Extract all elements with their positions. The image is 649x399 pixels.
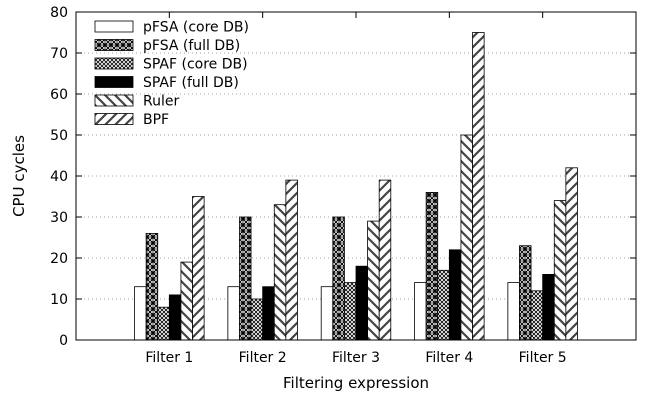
y-tick-label: 50	[50, 128, 68, 144]
x-tick-label: Filter 1	[145, 350, 193, 366]
bar	[134, 286, 147, 341]
x-axis-label: Filtering expression	[283, 374, 429, 392]
bar	[553, 200, 567, 341]
bar	[227, 286, 240, 341]
y-tick-label: 70	[50, 46, 68, 62]
bar	[157, 306, 170, 341]
legend-swatch	[94, 39, 134, 51]
x-tick-label: Filter 4	[425, 350, 473, 366]
bar	[145, 232, 159, 341]
bar	[460, 134, 473, 341]
legend-label: SPAF (full DB)	[143, 75, 239, 91]
x-tick-label: Filter 5	[519, 350, 567, 366]
legend-swatch	[94, 57, 134, 70]
bars	[134, 32, 578, 341]
bar	[168, 294, 182, 341]
bar	[273, 204, 287, 341]
bar	[239, 216, 252, 341]
legend-swatch	[94, 20, 134, 33]
bar	[565, 167, 578, 341]
bar	[448, 249, 462, 341]
legend-label: Ruler	[143, 94, 179, 110]
x-tick-label: Filter 2	[239, 350, 287, 366]
bar	[425, 191, 439, 341]
y-tick-label: 40	[50, 169, 68, 185]
bar	[530, 290, 544, 341]
bar	[180, 261, 193, 341]
bar	[437, 269, 450, 341]
bar	[367, 220, 380, 341]
bar	[332, 216, 345, 341]
y-tick-label: 30	[50, 210, 68, 226]
legend: pFSA (core DB) pFSA (full DB) SPAF (core D…	[94, 20, 249, 128]
bar	[472, 32, 485, 341]
bar	[285, 179, 298, 341]
bar	[378, 179, 392, 341]
bar	[519, 245, 532, 341]
legend-label: SPAF (core DB)	[143, 57, 248, 73]
legend-label: pFSA (full DB)	[143, 38, 240, 54]
y-tick-label: 60	[50, 87, 68, 103]
legend-swatch	[94, 113, 134, 125]
bar	[250, 298, 264, 341]
bar	[507, 282, 520, 341]
legend-swatch	[94, 76, 134, 88]
bar	[192, 196, 205, 341]
bar	[262, 286, 275, 341]
bar	[343, 282, 357, 341]
bar	[414, 282, 427, 341]
bar	[542, 273, 555, 341]
y-tick-label: 10	[50, 292, 68, 308]
y-axis-label: CPU cycles	[10, 135, 28, 217]
axis-ticks: 0 10 20 30 40 50 60 70 80 Filter 1 Filter 2 Filter …	[50, 5, 636, 366]
bar	[355, 265, 369, 341]
y-tick-label: 0	[59, 333, 68, 349]
bar	[320, 286, 334, 341]
legend-swatch	[94, 94, 134, 107]
legend-label: BPF	[143, 112, 169, 128]
x-tick-label: Filter 3	[332, 350, 380, 366]
legend-label: pFSA (core DB)	[143, 20, 249, 36]
y-tick-label: 20	[50, 251, 68, 267]
y-tick-label: 80	[50, 5, 68, 21]
